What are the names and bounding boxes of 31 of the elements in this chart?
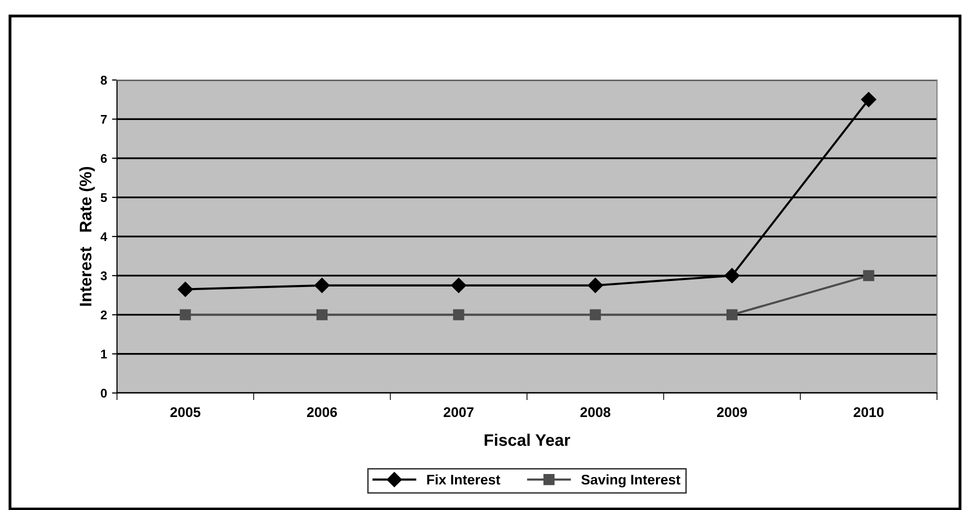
y-tick-label: 1 [101, 350, 107, 358]
x-tick-label: 2008 [580, 407, 610, 418]
point [726, 309, 738, 320]
point [863, 270, 874, 282]
point [178, 282, 193, 297]
point [180, 309, 191, 320]
y-tick-label: 8 [100, 76, 107, 85]
x-tick-label: 2005 [170, 407, 200, 418]
x-tick-label: 2009 [717, 407, 747, 418]
point [316, 309, 328, 320]
point [861, 92, 876, 108]
point [588, 278, 603, 293]
point [453, 309, 464, 320]
legend-label: Saving Interest [581, 474, 680, 488]
y-tick-label: 6 [100, 154, 107, 163]
point [314, 278, 330, 293]
x-tick-label: 2010 [854, 407, 884, 418]
y-tick-label: 4 [100, 232, 108, 242]
x-tick-label: 2006 [307, 407, 337, 418]
legend-label: Fix Interest [427, 474, 500, 485]
y-axis-title: Interest Rate (%) [79, 166, 95, 306]
y-tick-label: 2 [100, 310, 107, 320]
y-tick-label: 7 [100, 115, 107, 124]
y-tick-label: 3 [100, 271, 107, 280]
x-tick-label: 2007 [444, 407, 474, 418]
y-tick-label: 0 [100, 388, 107, 398]
point [590, 309, 601, 320]
x-axis-title: Fiscal Year [484, 434, 570, 446]
y-tick-label: 5 [100, 193, 107, 202]
point [724, 268, 740, 284]
point [451, 278, 466, 293]
